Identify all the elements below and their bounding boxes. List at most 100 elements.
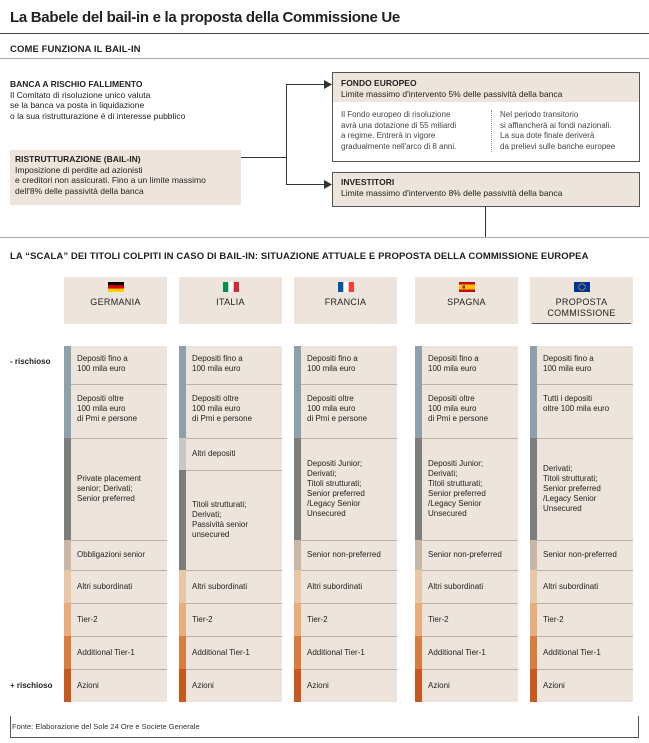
ladder-cell: Depositi oltre 100 mila euro di Pmi e pers… xyxy=(64,384,167,438)
risk-bar xyxy=(179,636,186,669)
ladder-cell-line: Senior non-preferred xyxy=(543,550,617,559)
ladder-cell-text: Additional Tier-1 xyxy=(77,648,135,658)
fondo-left-line: avrà una dotazione di 55 miliardi xyxy=(341,120,457,130)
ladder-cell-text: Depositi Junior; Derivati; Titoli struttur… xyxy=(307,459,365,519)
section-title-how: COME FUNZIONA IL BAIL-IN xyxy=(10,44,141,55)
ladder-cell-text: Additional Tier-1 xyxy=(543,648,601,658)
ladder-cell-line: Tier-2 xyxy=(77,615,98,624)
risk-bar xyxy=(179,346,186,384)
risk-bar xyxy=(415,540,422,570)
ladder-cell-line: Unsecured xyxy=(307,509,346,518)
risk-bar xyxy=(415,603,422,636)
risk-bar xyxy=(64,669,71,702)
investitori-block: INVESTITORI Limite massimo d'intervento … xyxy=(341,177,562,198)
risk-bar xyxy=(530,384,537,438)
ladder-cell: Altri subordinati xyxy=(179,570,282,603)
ladder-cell-text: Azioni xyxy=(77,681,99,691)
ladder-cell-line: 100 mila euro xyxy=(77,404,126,413)
ladder-cell: Altri subordinati xyxy=(294,570,397,603)
ladder-cell-line: di Pmi e persone xyxy=(428,414,489,423)
cell-divider xyxy=(537,570,633,571)
ristrutturazione-line: e creditori non assicurati. Fino a un li… xyxy=(15,175,206,185)
fondo-sub: Limite massimo d'intervento 5% delle pas… xyxy=(341,88,563,99)
ladder-cell-line: Depositi fino a xyxy=(428,354,479,363)
title-rule xyxy=(0,33,649,34)
investitori-sub: Limite massimo d'intervento 8% delle pas… xyxy=(341,187,563,198)
ladder-cell-text: Altri subordinati xyxy=(428,582,483,592)
ladder-cell-line: /Legacy Senior xyxy=(543,494,597,503)
ladder-cell: Azioni xyxy=(64,669,167,702)
ladder-cell: Depositi fino a 100 mila euro xyxy=(179,346,282,384)
ladder-cell-line: 100 mila euro xyxy=(77,364,126,373)
ladder-cell: Azioni xyxy=(530,669,633,702)
ladder-cell-text: Tier-2 xyxy=(307,615,328,625)
ladder-cell-text: Azioni xyxy=(543,681,565,691)
ladder-cell: Azioni xyxy=(415,669,518,702)
source-note: Fonte: Elaborazione del Sole 24 Ore e So… xyxy=(12,722,200,731)
ladder-cell-line: Depositi Junior; xyxy=(307,459,363,468)
ladder-cell-line: Obbligazioni senior xyxy=(77,550,146,559)
column-name: SPAGNA xyxy=(415,297,518,308)
ladder-cell-text: Senior non-preferred xyxy=(543,550,617,560)
cell-divider xyxy=(71,384,167,385)
ladder-cell-line: Altri subordinati xyxy=(307,582,363,591)
ladder-cell: Senior non-preferred xyxy=(294,540,397,570)
column-name-line: COMMISSIONE xyxy=(547,308,616,318)
risk-bar xyxy=(415,384,422,438)
investitori-bg xyxy=(333,173,639,206)
ladder-cell-text: Private placement senior; Derivati; Senior… xyxy=(77,474,141,504)
column-name-line: FRANCIA xyxy=(324,297,367,307)
ladder-cell-line: Depositi fino a xyxy=(307,354,358,363)
ladder-cell-line: Tier-2 xyxy=(428,615,449,624)
connector-line xyxy=(241,157,286,158)
ladder-cell-line: Senior non-preferred xyxy=(307,550,381,559)
ladder-cell: Private placement senior; Derivati; Senior… xyxy=(64,438,167,540)
cell-divider xyxy=(301,636,397,637)
fondo-left-line: gradualmente nell'arco di 8 anni. xyxy=(341,141,457,151)
ladder-cell: Depositi fino a 100 mila euro xyxy=(294,346,397,384)
risk-bar xyxy=(294,438,301,540)
column-name: ITALIA xyxy=(179,297,282,308)
column-name: FRANCIA xyxy=(294,297,397,308)
fondo-left-line: Il Fondo europeo di risoluzione xyxy=(341,110,451,119)
risk-bar xyxy=(64,346,71,384)
cell-divider xyxy=(301,603,397,604)
ladder-cell-line: Passività senior xyxy=(192,520,249,529)
cell-divider xyxy=(71,540,167,541)
eu-flag-icon xyxy=(573,282,590,292)
cell-divider xyxy=(186,570,282,571)
fondo-heading: FONDO EUROPEO xyxy=(341,78,417,88)
ladder-cell: Depositi oltre 100 mila euro di Pmi e pers… xyxy=(179,384,282,438)
ladder-cell-text: Altri depositi xyxy=(192,449,236,459)
ladder-cell-line: oltre 100 mila euro xyxy=(543,404,610,413)
cell-divider xyxy=(301,438,397,439)
ladder-cell: Titoli strutturati; Derivati; Passività se… xyxy=(179,470,282,570)
cell-divider xyxy=(186,669,282,670)
ladder-cell-line: 100 mila euro xyxy=(192,404,241,413)
ladder-cell-text: Tier-2 xyxy=(428,615,449,625)
ladder-cell-text: Tier-2 xyxy=(192,615,213,625)
ladder-cell-line: Senior preferred xyxy=(77,494,135,503)
ladder-cell-line: Senior preferred xyxy=(428,489,486,498)
fondo-right-line: La sua dote finale deriverà xyxy=(500,131,595,140)
ladder-cell: Obbligazioni senior xyxy=(64,540,167,570)
ladder-cell-line: Azioni xyxy=(192,681,214,690)
ladder-cell-text: Altri subordinati xyxy=(192,582,247,592)
ladder-cell-text: Additional Tier-1 xyxy=(428,648,486,658)
risk-bar xyxy=(64,636,71,669)
fondo-header-bg xyxy=(333,73,639,102)
ladder-cell-line: Derivati; xyxy=(543,464,573,473)
italy-flag-icon xyxy=(222,282,239,292)
column-name: PROPOSTA COMMISSIONE xyxy=(530,297,633,319)
ladder-cell-line: Depositi oltre xyxy=(77,394,124,403)
ladder-cell-text: Depositi fino a 100 mila euro xyxy=(543,354,594,374)
risk-bar xyxy=(294,669,301,702)
ladder-cell-line: Tier-2 xyxy=(543,615,564,624)
risk-bar xyxy=(415,669,422,702)
cell-divider xyxy=(301,570,397,571)
risk-bar xyxy=(530,603,537,636)
cell-divider xyxy=(537,438,633,439)
fondo-left-text: Il Fondo europeo di risoluzione avrà una… xyxy=(341,110,456,152)
fondo-divider xyxy=(491,110,492,152)
risk-bar xyxy=(179,384,186,438)
